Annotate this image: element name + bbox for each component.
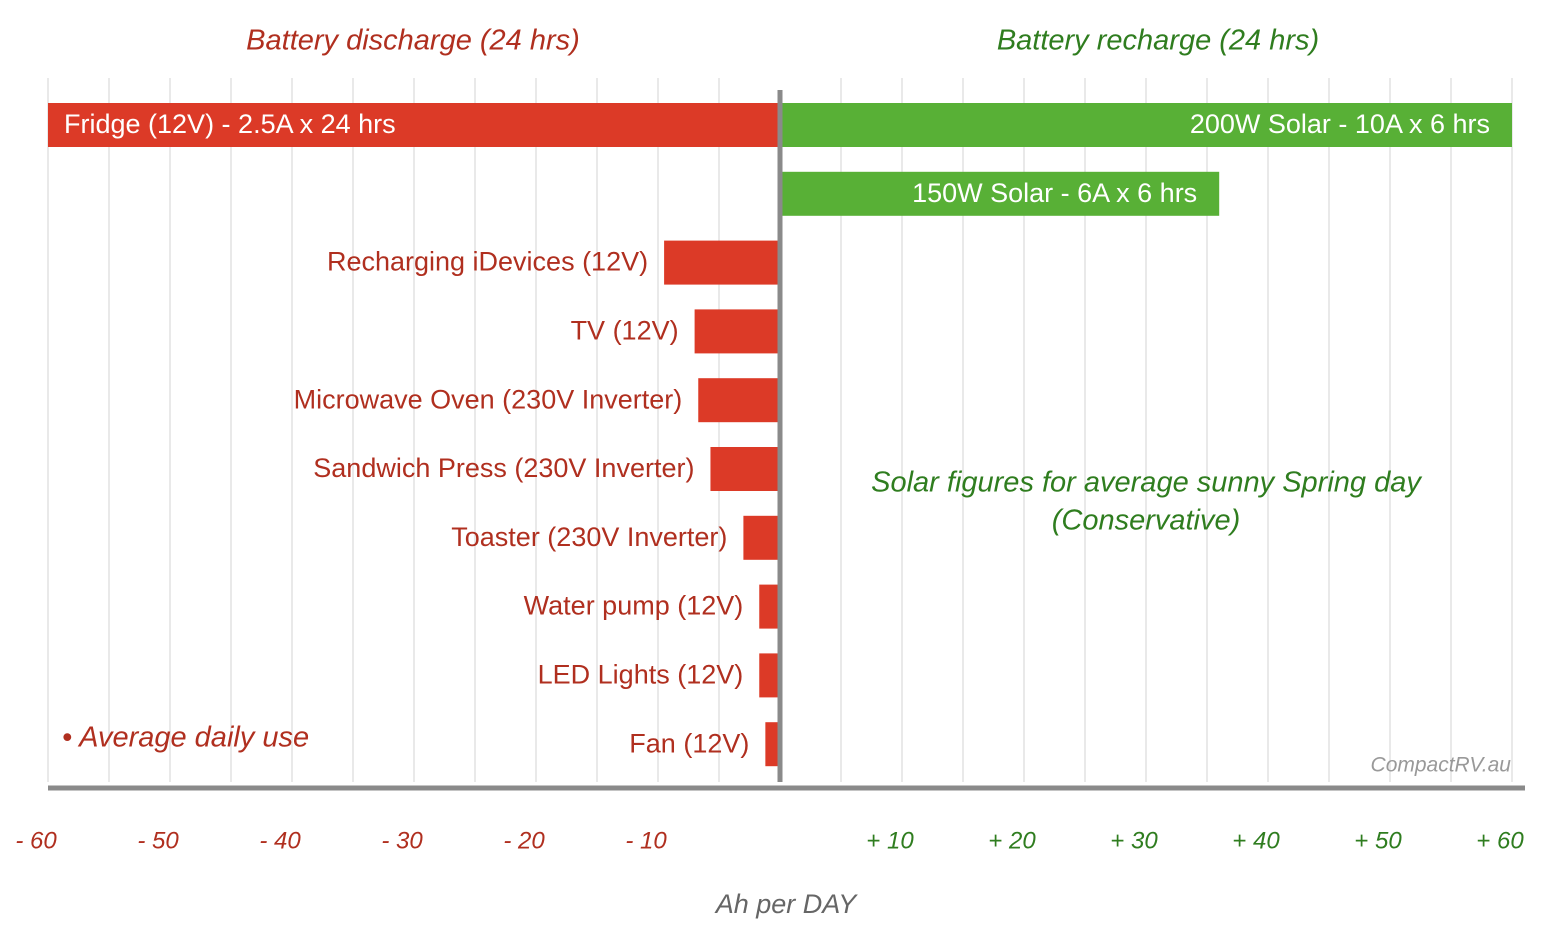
bar-label: TV (12V) xyxy=(571,316,679,346)
bar-label: Sandwich Press (230V Inverter) xyxy=(313,453,694,483)
x-tick-label: + 50 xyxy=(1354,827,1402,854)
bar xyxy=(759,653,780,698)
bar-label: Toaster (230V Inverter) xyxy=(451,522,727,552)
bar-label: Water pump (12V) xyxy=(524,591,744,621)
bar-label: 150W Solar - 6A x 6 hrs xyxy=(912,178,1197,208)
watermark: CompactRV.au xyxy=(1371,754,1512,777)
annotation: (Conservative) xyxy=(1052,505,1241,537)
annotation: Solar figures for average sunny Spring d… xyxy=(871,467,1422,499)
series-header: Battery discharge (24 hrs) xyxy=(246,25,580,57)
series-header: Battery recharge (24 hrs) xyxy=(997,25,1319,57)
x-tick-label: + 10 xyxy=(866,827,914,854)
x-tick-label: - 10 xyxy=(625,827,667,854)
x-tick-label: - 60 xyxy=(15,827,57,854)
bar xyxy=(743,515,780,560)
bar-label: Fan (12V) xyxy=(629,728,749,758)
bar-label: Recharging iDevices (12V) xyxy=(327,247,648,277)
bar xyxy=(765,722,780,767)
x-tick-label: + 60 xyxy=(1476,827,1524,854)
annotation: • Average daily use xyxy=(62,722,309,754)
bar xyxy=(698,378,780,423)
x-tick-label: + 30 xyxy=(1110,827,1158,854)
bar xyxy=(780,171,1220,216)
bar-label: 200W Solar - 10A x 6 hrs xyxy=(1190,109,1490,139)
bar xyxy=(710,447,780,491)
x-axis-label: Ah per DAY xyxy=(714,889,859,919)
bar xyxy=(694,309,780,354)
bar-label: Microwave Oven (230V Inverter) xyxy=(294,384,683,414)
x-tick-label: - 50 xyxy=(137,827,179,854)
bar-label: Fridge (12V) - 2.5A x 24 hrs xyxy=(64,109,396,139)
bar xyxy=(780,103,1512,147)
x-tick-label: + 40 xyxy=(1232,827,1280,854)
x-tick-label: - 20 xyxy=(503,827,545,854)
bar xyxy=(664,240,780,285)
bar-label: LED Lights (12V) xyxy=(538,660,744,690)
bar xyxy=(759,584,780,629)
x-tick-label: - 40 xyxy=(259,827,301,854)
x-tick-label: + 20 xyxy=(988,827,1036,854)
bar xyxy=(48,103,780,147)
x-tick-label: - 30 xyxy=(381,827,423,854)
